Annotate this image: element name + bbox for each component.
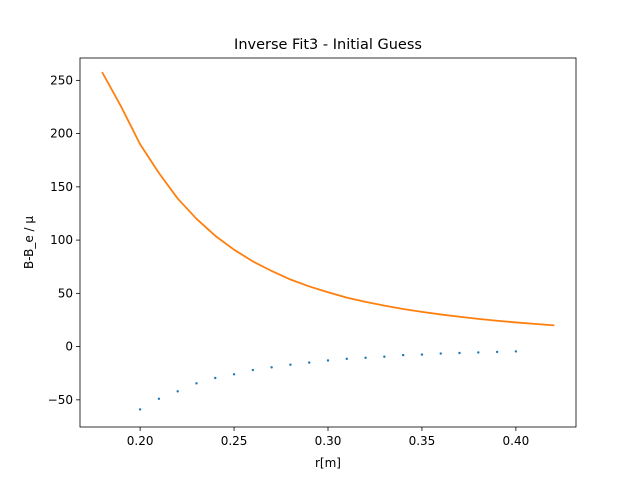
y-tick-label: 250 bbox=[50, 73, 73, 87]
scatter-point bbox=[232, 373, 236, 376]
y-tick-label: 150 bbox=[50, 180, 73, 194]
scatter-point bbox=[176, 390, 179, 393]
series-layer bbox=[101, 71, 555, 411]
series-line-1 bbox=[101, 71, 555, 327]
scatter-point bbox=[364, 356, 367, 359]
x-tick-label: 0.40 bbox=[503, 434, 530, 448]
scatter-point bbox=[270, 366, 273, 369]
ticks-layer: 0.20 0.25 0.30 0.35 0.40 −50 0 50 100 150 200 250 bbox=[48, 73, 530, 448]
scatter-point bbox=[326, 359, 330, 362]
scatter-point bbox=[345, 357, 348, 361]
x-tick-label: 0.20 bbox=[127, 434, 154, 448]
x-tick-label: 0.30 bbox=[315, 434, 342, 448]
scatter-point bbox=[495, 350, 499, 354]
scatter-point bbox=[401, 353, 405, 357]
scatter-point bbox=[195, 382, 198, 385]
scatter-point bbox=[289, 363, 292, 366]
scatter-point bbox=[458, 351, 461, 355]
scatter-point bbox=[383, 355, 386, 358]
y-tick-label: 100 bbox=[50, 233, 73, 247]
scatter-point bbox=[514, 350, 518, 353]
scatter-point bbox=[251, 368, 255, 372]
x-tick-label: 0.25 bbox=[221, 434, 248, 448]
scatter-point bbox=[477, 351, 480, 354]
scatter-point bbox=[439, 352, 442, 355]
scatter-point bbox=[308, 361, 311, 364]
y-tick-label: 200 bbox=[50, 127, 73, 141]
plot-area bbox=[80, 58, 576, 427]
y-axis-label: B-B_e / μ bbox=[22, 216, 36, 269]
scatter-point bbox=[420, 353, 424, 356]
scatter-point bbox=[157, 397, 161, 400]
scatter-point bbox=[138, 408, 142, 411]
y-tick-label: 50 bbox=[58, 286, 73, 300]
y-tick-label: 0 bbox=[65, 340, 73, 354]
x-tick-label: 0.35 bbox=[409, 434, 436, 448]
chart-title: Inverse Fit3 - Initial Guess bbox=[234, 37, 422, 53]
x-axis-label: r[m] bbox=[315, 456, 341, 470]
plot-frame bbox=[79, 57, 577, 428]
y-tick-label: −50 bbox=[48, 393, 73, 407]
scatter-point bbox=[214, 376, 217, 380]
